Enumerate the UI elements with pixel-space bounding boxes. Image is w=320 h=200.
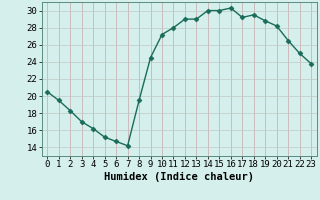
X-axis label: Humidex (Indice chaleur): Humidex (Indice chaleur) — [104, 172, 254, 182]
